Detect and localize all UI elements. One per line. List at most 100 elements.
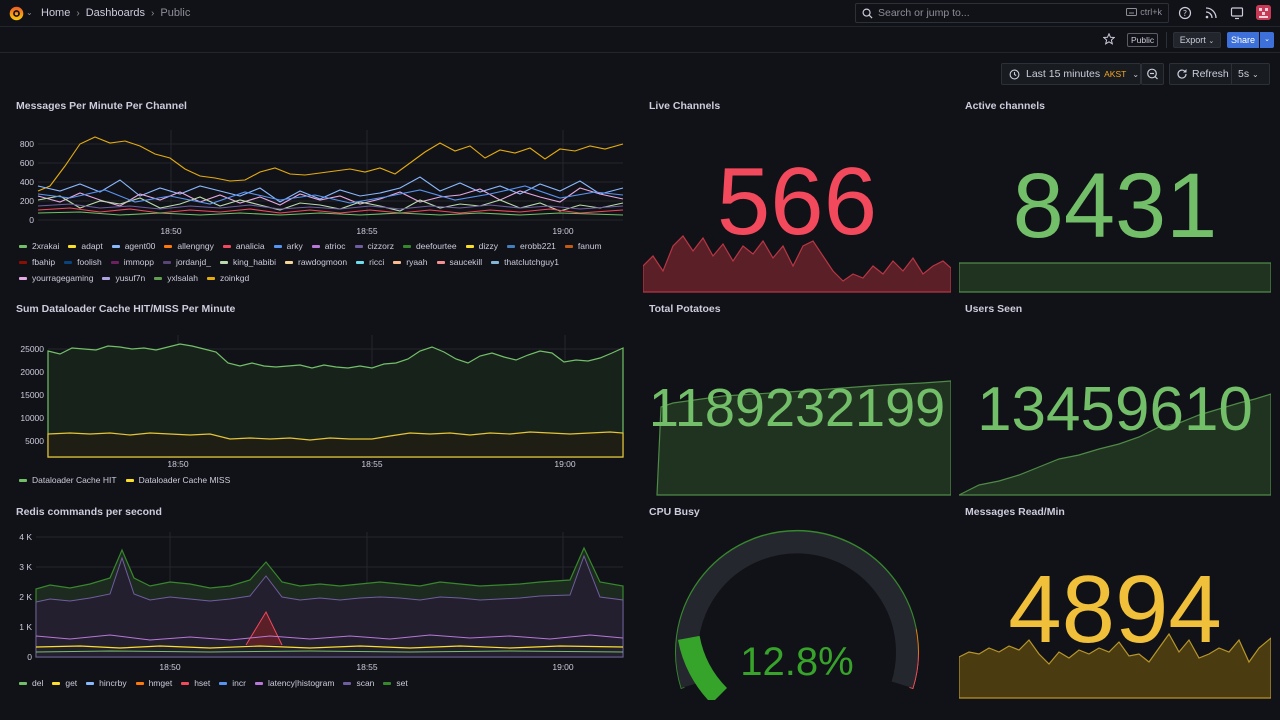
grafana-logo-icon[interactable]	[8, 5, 25, 22]
panel-title[interactable]: Messages Per Minute Per Channel	[16, 100, 187, 112]
zoom-out-button[interactable]	[1141, 63, 1164, 85]
y-tick: 400	[20, 177, 34, 187]
breadcrumb-dashboards[interactable]: Dashboards	[85, 7, 146, 19]
legend-item[interactable]: set	[383, 677, 408, 689]
panel-messages-per-minute: Messages Per Minute Per Channel 800 600 …	[10, 96, 630, 291]
legend-swatch	[206, 276, 215, 280]
legend-item[interactable]: Dataloader Cache MISS	[125, 474, 231, 486]
panel-title[interactable]: Total Potatoes	[649, 303, 721, 315]
gauge-fill	[677, 635, 728, 700]
help-icon[interactable]: ?	[1178, 6, 1192, 20]
legend-item[interactable]: king_habibi	[219, 256, 276, 268]
legend-label: del	[32, 678, 44, 688]
legend-item[interactable]: foolish	[64, 256, 102, 268]
legend-item[interactable]: hincrby	[86, 677, 127, 689]
legend-item[interactable]: get	[52, 677, 77, 689]
panel-title[interactable]: Messages Read/Min	[965, 506, 1065, 518]
legend-label: king_habibi	[232, 257, 276, 267]
legend-swatch	[254, 681, 263, 685]
panel-title[interactable]: Sum Dataloader Cache HIT/MISS Per Minute	[16, 303, 236, 315]
legend-item[interactable]: rawdogmoon	[284, 256, 347, 268]
stat-value: 566	[716, 148, 878, 255]
legend-item[interactable]: agent00	[111, 240, 155, 252]
legend-item[interactable]: 2xrakai	[19, 240, 59, 252]
refresh-icon	[1177, 69, 1187, 79]
share-button[interactable]: Share	[1227, 32, 1259, 48]
legend-item[interactable]: thatclutchguy1	[491, 256, 559, 268]
time-range-picker[interactable]: Last 15 minutes AKST ⌄	[1001, 63, 1141, 85]
legend-item[interactable]: jordanjd_	[162, 256, 211, 268]
cpu-busy-gauge	[675, 529, 919, 700]
star-favorite-icon[interactable]	[1103, 33, 1115, 45]
legend-item[interactable]: fbahip	[19, 256, 55, 268]
x-tick: 18:50	[167, 459, 189, 469]
x-tick: 18:50	[160, 226, 182, 236]
legend-item[interactable]: ryaah	[393, 256, 428, 268]
series-line	[37, 207, 624, 214]
user-avatar[interactable]	[1256, 5, 1271, 20]
legend-item[interactable]: hset	[181, 677, 210, 689]
legend-item[interactable]: fanum	[564, 240, 602, 252]
panel-title[interactable]: Live Channels	[649, 100, 721, 112]
share-dropdown-chevron-icon[interactable]: ⌄	[1260, 32, 1274, 48]
legend-swatch	[273, 244, 282, 248]
legend-item[interactable]: cizzorz	[354, 240, 394, 252]
legend-swatch	[354, 244, 363, 248]
refresh-interval-picker[interactable]: 5s ⌄	[1232, 63, 1270, 85]
legend-swatch	[491, 260, 500, 264]
legend-item[interactable]: scan	[343, 677, 374, 689]
panel-title[interactable]: Users Seen	[965, 303, 1023, 315]
legend-item[interactable]: analicia	[222, 240, 265, 252]
legend-item[interactable]: adapt	[68, 240, 103, 252]
legend-swatch	[19, 244, 27, 248]
legend-item[interactable]: ricci	[356, 256, 384, 268]
legend-item[interactable]: arky	[273, 240, 303, 252]
svg-text:?: ?	[1183, 9, 1187, 18]
dashboard-toolbar	[0, 27, 1280, 53]
legend-item[interactable]: deefourtee	[402, 240, 457, 252]
series-line	[37, 136, 624, 192]
panel-title[interactable]: Redis commands per second	[16, 506, 162, 518]
legend-item[interactable]: incr	[219, 677, 246, 689]
legend-item[interactable]: saucekill	[436, 256, 482, 268]
search-input[interactable]: Search or jump to... ctrl+k	[855, 3, 1169, 23]
legend-item[interactable]: Dataloader Cache HIT	[19, 474, 117, 486]
legend-label: hset	[194, 678, 211, 688]
legend-item[interactable]: hmget	[135, 677, 172, 689]
live-channels-sparkline	[643, 235, 951, 293]
legend-swatch	[383, 681, 392, 685]
export-button[interactable]: Export ⌄	[1173, 32, 1221, 48]
legend-label: Dataloader Cache MISS	[138, 475, 231, 485]
legend-item[interactable]: latency|histogram	[254, 677, 334, 689]
legend-item[interactable]: yourragegaming	[19, 272, 93, 284]
breadcrumb-public: Public	[160, 7, 191, 19]
legend-label: erobb221	[519, 241, 556, 251]
chevron-right-icon: ›	[76, 7, 80, 19]
legend-item[interactable]: immopp	[110, 256, 154, 268]
monitor-kiosk-icon[interactable]	[1230, 6, 1244, 20]
gauge-track	[676, 531, 918, 689]
legend-label: yxlsalah	[167, 273, 198, 283]
legend-item[interactable]: yusuf7n	[102, 272, 145, 284]
rss-news-icon[interactable]	[1204, 6, 1218, 20]
legend-redis: del get hincrby hmget hset incr latency|histog…	[19, 677, 624, 689]
legend-label: set	[396, 678, 408, 688]
legend-item[interactable]: zoinkgd	[206, 272, 249, 284]
legend-item[interactable]: dizzy	[465, 240, 498, 252]
breadcrumb-home[interactable]: Home	[41, 7, 71, 19]
timezone-label: AKST	[1104, 69, 1127, 79]
panel-title[interactable]: CPU Busy	[649, 506, 700, 518]
x-tick: 18:50	[159, 662, 181, 672]
legend-item[interactable]: erobb221	[506, 240, 556, 252]
panel-title[interactable]: Active channels	[965, 100, 1045, 112]
refresh-button[interactable]: Refresh	[1169, 63, 1232, 85]
legend-item[interactable]: atrioc	[311, 240, 346, 252]
stat-value: 12.8%	[740, 640, 854, 684]
legend-label: atrioc	[324, 241, 346, 251]
series-line	[37, 195, 624, 212]
legend-item[interactable]: del	[19, 677, 43, 689]
legend-item[interactable]: allengngy	[164, 240, 214, 252]
stat-value: 1189232199	[648, 378, 946, 438]
menu-chevron-icon[interactable]: ⌄	[26, 8, 33, 17]
legend-item[interactable]: yxlsalah	[154, 272, 198, 284]
